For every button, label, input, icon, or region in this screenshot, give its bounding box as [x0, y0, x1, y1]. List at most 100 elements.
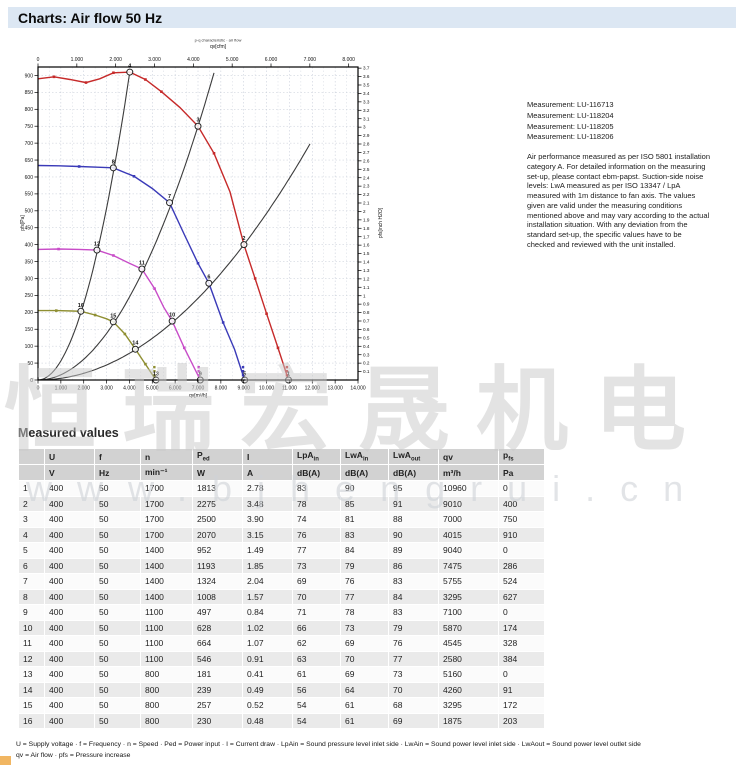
table-row: 4 400 50 1700 2070 3.15 76 83 90 4015 910: [18, 526, 545, 543]
measured-values-title: Measured values: [18, 426, 119, 440]
table-cell: 69: [340, 635, 389, 652]
table-cell: 83: [388, 604, 439, 621]
sample-marker: [57, 247, 60, 251]
table-cell: 384: [498, 650, 545, 667]
table-cell: 50: [94, 557, 141, 574]
table-cell: 3.48: [242, 495, 293, 512]
table-cell: 952: [192, 542, 243, 559]
table-cell: 76: [340, 573, 389, 590]
column-unit: V: [44, 464, 95, 481]
table-cell: 50: [94, 573, 141, 590]
table-row: 7 400 50 1400 1324 2.04 69 76 83 5755 524: [18, 573, 545, 590]
table-cell: 6: [18, 557, 45, 574]
axis-tick-label: 1.5: [363, 251, 370, 256]
table-cell: 400: [44, 526, 95, 543]
table-cell: 77: [388, 650, 439, 667]
watermark-fragment: [0, 756, 11, 765]
endpoint-marker: [197, 365, 200, 369]
axis-tick-label: 750: [25, 124, 34, 130]
column-unit: dB(A): [340, 464, 389, 481]
table-cell: 0.48: [242, 712, 293, 729]
axis-tick-label: 0.3: [363, 352, 370, 357]
table-row: 15 400 50 800 257 0.52 54 61 68 3295 172: [18, 697, 545, 714]
sample-marker: [276, 346, 280, 350]
table-row: 8 400 50 1400 1008 1.57 70 77 84 3295 627: [18, 588, 545, 605]
endpoint-marker: [285, 374, 289, 377]
table-cell: 50: [94, 697, 141, 714]
table-cell: 11: [18, 635, 45, 652]
operating-point-label: 8: [112, 159, 115, 165]
table-cell: 400: [44, 557, 95, 574]
table-cell: 74: [292, 511, 341, 528]
axis-tick-label: 11.000: [282, 386, 297, 392]
axis-tick-label: 200: [25, 310, 34, 316]
fan-curve-1700rpm: [37, 71, 290, 381]
endpoint-marker: [241, 374, 245, 377]
table-cell: 1.57: [242, 588, 293, 605]
axis-tick-label: 350: [25, 259, 34, 265]
table-cell: 9: [18, 604, 45, 621]
operating-point-label: 2: [242, 236, 245, 242]
table-cell: 61: [340, 712, 389, 729]
table-cell: 7: [18, 573, 45, 590]
table-row: 9 400 50 1100 497 0.84 71 78 83 7100 0: [18, 604, 545, 621]
column-unit: Hz: [94, 464, 141, 481]
table-cell: 328: [498, 635, 545, 652]
air-flow-chart-container: 1 2 3 4 5 6 7 8 9 10 11 12 13 14 15 16 0 1.000 2.000 3.000 4…: [18, 33, 418, 406]
table-cell: 50: [94, 495, 141, 512]
axis-tick-label: 3.2: [363, 108, 370, 113]
table-row: 11 400 50 1100 664 1.07 62 69 76 4545 328: [18, 635, 545, 652]
table-cell: 400: [44, 650, 95, 667]
column-header: qv: [438, 448, 499, 465]
table-cell: 2: [18, 495, 45, 512]
table-cell: 1100: [140, 619, 193, 636]
axis-tick-label: 0.4: [363, 344, 370, 349]
axis-tick-label: 1.6: [363, 243, 370, 248]
table-cell: 497: [192, 604, 243, 621]
column-unit: min⁻¹: [140, 464, 193, 481]
table-cell: 70: [340, 650, 389, 667]
table-cell: 10960: [438, 480, 499, 497]
table-cell: 400: [44, 480, 95, 497]
table-cell: 84: [340, 542, 389, 559]
sample-marker: [93, 313, 97, 317]
table-cell: 50: [94, 588, 141, 605]
sample-marker: [77, 165, 81, 168]
axis-tick-label: 850: [25, 90, 34, 96]
table-cell: 627: [498, 588, 545, 605]
operating-point-16: [77, 307, 85, 315]
footnote-line-2: qv = Air flow · pfs = Pressure increase: [16, 751, 131, 759]
table-row: 13 400 50 800 181 0.41 61 69 73 5160 0: [18, 666, 545, 683]
measurement-line: Measurement: LU-118206: [527, 132, 614, 142]
axis-tick-label: 2.8: [363, 142, 370, 147]
table-cell: 69: [340, 666, 389, 683]
table-cell: 0: [498, 604, 545, 621]
axis-tick-label: 1.1: [363, 285, 370, 290]
table-cell: 1100: [140, 650, 193, 667]
table-cell: 7100: [438, 604, 499, 621]
table-cell: 78: [292, 495, 341, 512]
table-cell: 5870: [438, 619, 499, 636]
table-row: 1 400 50 1700 1813 2.78 83 90 95 10960 0: [18, 480, 545, 497]
column-unit: A: [242, 464, 293, 481]
table-cell: 400: [44, 495, 95, 512]
table-cell: 66: [292, 619, 341, 636]
sample-marker: [52, 75, 56, 79]
table-cell: 68: [388, 697, 439, 714]
table-cell: 88: [388, 511, 439, 528]
table-row: 14 400 50 800 239 0.49 56 64 70 4260 91: [18, 681, 545, 698]
operating-point-label: 15: [110, 313, 116, 319]
footnote-line-1: U = Supply voltage · f = Frequency · n =…: [16, 741, 641, 748]
axis-tick-label: 5.000: [226, 57, 239, 63]
table-cell: 1700: [140, 480, 193, 497]
table-cell: 61: [292, 666, 341, 683]
operating-point-14: [131, 345, 139, 353]
table-cell: 83: [292, 480, 341, 497]
table-cell: 174: [498, 619, 545, 636]
operating-point-4: [126, 68, 134, 76]
axis-tick-label: 0.2: [363, 361, 370, 366]
axis-tick-label: 2.2: [363, 192, 370, 197]
axis-tick-label: 400: [25, 242, 34, 248]
page-title: Charts: Air flow 50 Hz: [8, 7, 736, 28]
